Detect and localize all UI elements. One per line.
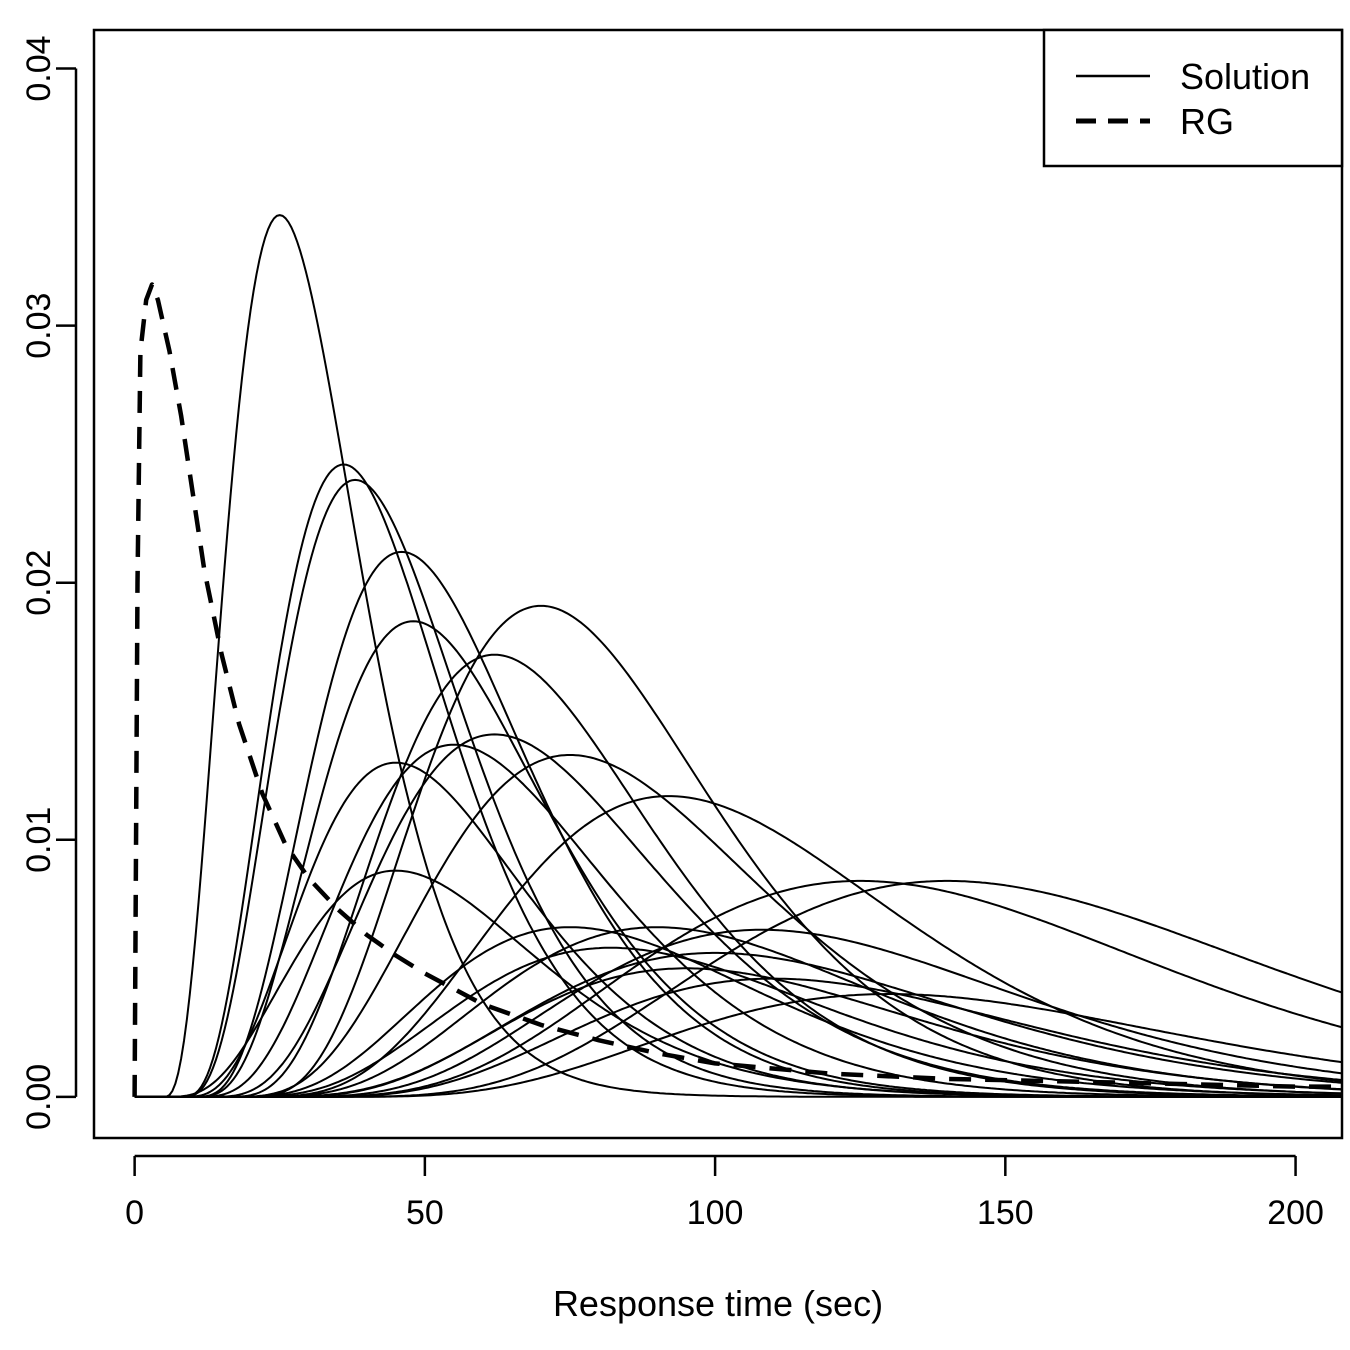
series-line-solution [134,926,1342,1098]
series-line-solution [134,869,1342,1098]
series-line-solution [134,754,1343,1098]
series-line-solution [134,967,1343,1098]
y-axis: 0.00 0.01 0.02 0.03 0.04 [20,35,78,1130]
series-line-solution [134,463,1342,1098]
y-tick-label: 0.02 [20,550,58,616]
series-group [132,214,1343,1098]
legend-label-rg: RG [1180,101,1234,142]
legend: Solution RG [1042,28,1344,168]
y-tick-label: 0.00 [20,1064,58,1130]
series-line-solution [134,604,1342,1098]
x-tick-label: 50 [406,1194,444,1232]
plot-frame [92,28,1344,1140]
x-tick-label: 100 [687,1194,744,1232]
y-tick-label: 0.04 [20,35,58,101]
series-line-solution [134,946,1342,1098]
series-line-solution [134,478,1342,1098]
x-axis-title: Response time (sec) [553,1283,883,1324]
legend-box [1042,28,1344,168]
x-tick-label: 200 [1267,1194,1324,1232]
series-line-solution [134,214,1342,1098]
series-line-solution [134,743,1342,1098]
legend-label-solution: Solution [1180,56,1310,97]
series-line-solution [134,795,1343,1098]
series-line-solution [134,993,1343,1098]
series-line-solution [134,733,1342,1098]
x-tick-label: 150 [977,1194,1034,1232]
y-tick-label: 0.03 [20,293,58,359]
x-axis: 0 50 100 150 200 [125,1154,1324,1232]
y-tick-label: 0.01 [20,807,58,873]
x-tick-label: 0 [125,1194,144,1232]
series-line-rg [132,282,1342,1097]
